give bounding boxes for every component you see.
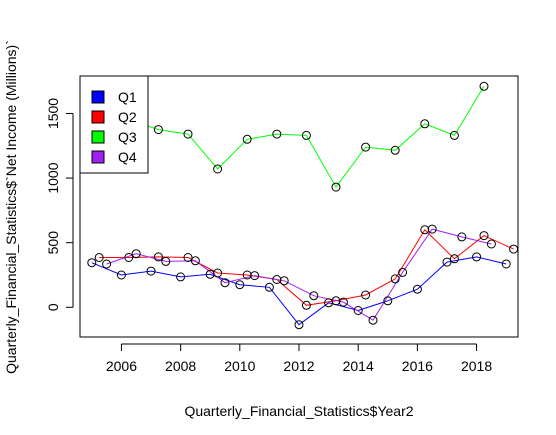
data-point-q2 (509, 244, 519, 254)
y-axis: 0 500 1000 1500 (45, 98, 74, 311)
x-tick-label: 2016 (402, 358, 433, 374)
data-point-q2 (449, 254, 459, 264)
data-point-q1 (353, 306, 363, 315)
data-point-q3 (153, 125, 163, 135)
data-point-q4 (161, 256, 171, 266)
data-point-q2 (301, 300, 311, 310)
data-point-q4 (190, 256, 200, 266)
y-tick-label: 0 (45, 303, 61, 311)
data-point-q3 (301, 130, 311, 140)
y-tick-label: 1500 (45, 98, 61, 129)
data-point-q1 (442, 257, 452, 267)
data-point-q4 (338, 297, 348, 307)
plot-box (79, 75, 519, 338)
data-point-q4 (131, 249, 141, 259)
data-point-q1 (176, 272, 186, 282)
data-point-q1 (383, 296, 393, 306)
legend-swatch-q2 (91, 110, 105, 124)
x-tick-label: 2006 (106, 358, 137, 374)
data-point-q2 (94, 253, 104, 262)
data-point-q4 (398, 267, 408, 277)
data-point-q2 (124, 253, 134, 262)
data-point-q2 (361, 290, 371, 300)
data-point-q3 (390, 145, 400, 155)
data-point-q3 (479, 81, 489, 91)
data-point-q4 (250, 271, 260, 281)
x-tick-label: 2014 (343, 358, 374, 374)
data-point-q1 (264, 282, 274, 292)
series-line-q3 (128, 86, 485, 189)
data-point-q3 (242, 134, 252, 144)
series-line-q1 (91, 256, 507, 326)
y-tick-label: 1000 (45, 162, 61, 193)
x-axis-title: Quarterly_Financial_Statistics$Year2 (184, 403, 413, 419)
data-point-q1 (412, 284, 422, 294)
legend-box (79, 75, 149, 174)
data-point-q3 (183, 129, 193, 139)
series-line-q2 (99, 229, 514, 306)
legend: Q1 Q2 Q3 Q4 (79, 75, 149, 174)
data-point-q2 (242, 270, 252, 280)
data-point-q4 (220, 278, 230, 288)
data-point-q4 (279, 276, 289, 286)
legend-label-q3: Q3 (118, 129, 137, 145)
data-point-q3 (272, 129, 282, 139)
data-point-q1 (87, 258, 97, 268)
data-point-q1 (294, 320, 304, 330)
data-point-q1 (116, 270, 126, 280)
data-point-q2 (183, 253, 193, 262)
x-tick-label: 2018 (461, 358, 492, 374)
data-point-q1 (501, 259, 511, 269)
data-point-q1 (235, 280, 245, 290)
x-tick-label: 2012 (283, 358, 314, 374)
x-axis: 2006 2008 2010 2012 2014 2016 2018 (106, 343, 492, 374)
data-point-q3 (213, 164, 223, 174)
series-line-q4 (106, 228, 492, 321)
data-point-q2 (390, 274, 400, 284)
data-point-q3 (331, 182, 341, 192)
data-point-q4 (102, 259, 112, 269)
data-point-q3 (420, 119, 430, 129)
series-layer (87, 81, 519, 330)
y-tick-label: 500 (45, 231, 61, 255)
legend-label-q1: Q1 (118, 89, 137, 105)
x-tick-label: 2008 (165, 358, 196, 374)
data-point-q2 (213, 268, 223, 278)
x-tick-label: 2010 (224, 358, 255, 374)
data-point-q2 (420, 225, 430, 235)
legend-label-q2: Q2 (118, 109, 137, 125)
legend-label-q4: Q4 (118, 149, 137, 165)
legend-swatch-q1 (91, 90, 105, 104)
legend-swatch-q4 (91, 150, 105, 164)
data-point-q3 (361, 142, 371, 152)
data-point-q1 (472, 252, 482, 262)
data-point-q3 (449, 130, 459, 140)
y-axis-title: Quarterly_Financial_Statistics$`Net Inco… (3, 40, 19, 374)
data-point-q4 (309, 291, 319, 301)
data-point-q2 (153, 252, 163, 262)
data-point-q4 (486, 239, 496, 249)
data-point-q2 (479, 231, 489, 241)
data-point-q4 (427, 224, 437, 234)
data-point-q4 (457, 232, 467, 242)
legend-swatch-q3 (91, 130, 105, 144)
data-point-q4 (368, 315, 378, 325)
data-point-q1 (146, 266, 156, 276)
